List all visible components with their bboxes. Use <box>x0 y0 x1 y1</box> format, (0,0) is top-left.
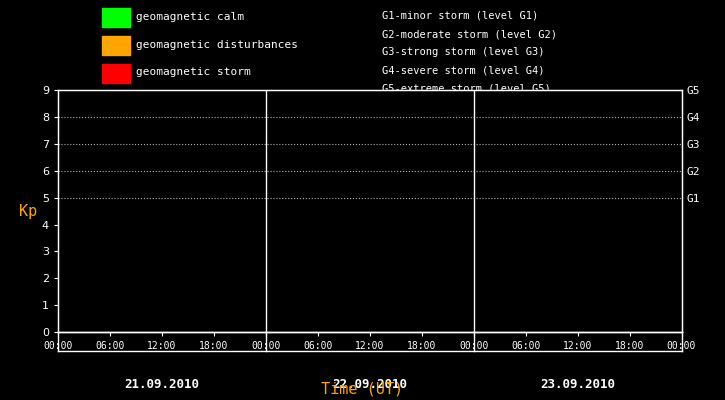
Text: geomagnetic storm: geomagnetic storm <box>136 67 251 77</box>
Text: geomagnetic calm: geomagnetic calm <box>136 12 244 22</box>
Text: G3-strong storm (level G3): G3-strong storm (level G3) <box>382 47 544 57</box>
FancyBboxPatch shape <box>102 36 130 55</box>
Text: 21.09.2010: 21.09.2010 <box>125 378 199 391</box>
Y-axis label: Kp: Kp <box>19 204 37 219</box>
Text: 23.09.2010: 23.09.2010 <box>540 378 615 391</box>
Text: G5-extreme storm (level G5): G5-extreme storm (level G5) <box>382 84 551 94</box>
Text: geomagnetic disturbances: geomagnetic disturbances <box>136 40 298 50</box>
Text: G1-minor storm (level G1): G1-minor storm (level G1) <box>382 11 539 21</box>
FancyBboxPatch shape <box>102 8 130 27</box>
Text: 22.09.2010: 22.09.2010 <box>332 378 407 391</box>
Text: G2-moderate storm (level G2): G2-moderate storm (level G2) <box>382 29 558 39</box>
Text: G4-severe storm (level G4): G4-severe storm (level G4) <box>382 65 544 75</box>
FancyBboxPatch shape <box>102 64 130 82</box>
Text: Time (UT): Time (UT) <box>321 381 404 396</box>
